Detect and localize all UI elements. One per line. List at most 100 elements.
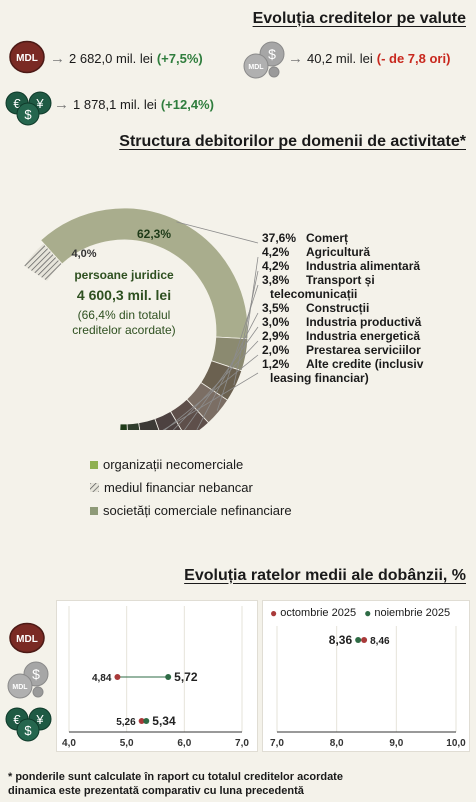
legend-swatch-solid [90, 460, 98, 469]
rates-chart-left: 4,0 5,0 6,0 7,0 4,84 5,72 5,26 5,34 [62, 606, 249, 749]
legend-item-organizatii: organizații necomerciale [90, 457, 243, 472]
euro-dollar-icon: € ¥ $ [5, 91, 52, 126]
structure-donut-chart: 62,3% 4,0% persoane juridice 4 600,3 mil… [22, 207, 424, 430]
inner-pct-main: 62,3% [137, 227, 171, 241]
tick-label: 7,0 [235, 738, 249, 749]
point-oct [114, 674, 121, 680]
leader-line [233, 270, 259, 386]
donut-label-text: Industria productivă [306, 315, 422, 329]
legend-swatch-solid [90, 506, 98, 515]
legend-label: organizații necomerciale [103, 457, 244, 472]
donut-label-text: Industria alimentară [306, 259, 420, 273]
donut-label-text: telecomunicații [270, 287, 357, 301]
legend-swatch-hatched [90, 483, 99, 492]
arrow-right-icon: → [54, 96, 69, 113]
svg-text:€: € [13, 712, 21, 727]
svg-text:¥: ¥ [35, 712, 44, 727]
svg-text:¥: ¥ [35, 96, 44, 111]
rates-panel-right [262, 600, 470, 752]
leader-line [196, 312, 259, 430]
arrow-right-icon: → [288, 50, 303, 67]
tick-label: 7,0 [270, 738, 284, 749]
point-nov [165, 674, 172, 680]
value-label-left: 4,84 [92, 673, 112, 684]
foreign-amount: 40,2 mil. lei [307, 51, 373, 66]
mdl-badge-text: MDL [16, 53, 38, 64]
point-nov [355, 637, 362, 643]
currency-section-title: Evoluția creditelor pe valute [252, 10, 466, 27]
leader-line [216, 284, 259, 411]
donut-label-pct: 4,2% [262, 259, 290, 273]
outer-ring-slice [119, 423, 128, 430]
donut-label-text: Prestarea serviciilor [306, 343, 421, 357]
leader-line [162, 372, 259, 430]
legend-item-societati: societăți comerciale nefinanciare [90, 503, 292, 518]
donut-label-text: leasing financiar) [270, 371, 369, 385]
mdl-change: (+7,5%) [156, 51, 203, 66]
legend-label: societăți comerciale nefinanciare [103, 503, 292, 518]
legend-nov-label: noiembrie 2025 [374, 607, 451, 619]
svg-text:$: $ [24, 107, 32, 122]
value-label-left: 5,26 [116, 717, 136, 728]
donut-label-text: Construcții [306, 301, 369, 315]
footnote-line2: dinamica este prezentată comparativ cu l… [8, 785, 304, 797]
foreign-change: (- de 7,8 ori) [376, 51, 451, 66]
foreign-credit-row: → 40,2 mil. lei (- de 7,8 ori) [286, 50, 450, 67]
legend-oct-label: octombrie 2025 [280, 607, 357, 619]
svg-text:$: $ [268, 46, 276, 62]
legend-dot-nov: ● [364, 606, 372, 620]
legend-label: mediul financiar nebancar [104, 480, 253, 495]
mdl-badge-icon: MDL [9, 40, 45, 74]
legend-dot-oct: ● [270, 606, 278, 620]
donut-label-text: Industria energetică [306, 329, 420, 343]
donut-label-pct: 3,0% [262, 315, 290, 329]
rates-section-title: Evoluția ratelor medii ale dobânzii, % [184, 567, 466, 584]
rates-legend: ● octombrie 2025 ● noiembrie 2025 [270, 606, 450, 620]
donut-label-pct: 2,0% [262, 343, 290, 357]
tick-label: 6,0 [177, 738, 191, 749]
mdl-badge-icon: MDL [9, 622, 45, 654]
center-amount: 4 600,3 mil. lei [77, 287, 171, 303]
value-label-left: 8,36 [329, 633, 353, 647]
svg-text:€: € [13, 96, 21, 111]
point-oct [138, 718, 145, 724]
legend-item-mediul-financiar: mediul financiar nebancar [90, 480, 253, 495]
leader-line [176, 221, 259, 244]
value-label-right: 8,46 [370, 636, 390, 647]
svg-text:MDL: MDL [248, 64, 264, 71]
donut-label-text: Alte credite (inclusiv [306, 357, 424, 371]
svg-text:MDL: MDL [16, 634, 38, 645]
footnote-line1: * ponderile sunt calculate în raport cu … [8, 771, 343, 783]
foreign-coins-icon: $ MDL [243, 41, 285, 79]
svg-text:$: $ [24, 723, 32, 738]
value-label-right: 5,34 [152, 714, 176, 728]
inner-pct-small: 4,0% [71, 248, 96, 260]
eurusd-change: (+12,4%) [160, 97, 214, 112]
tick-label: 5,0 [120, 738, 134, 749]
svg-text:$: $ [32, 666, 40, 682]
eurusd-amount: 1 878,1 mil. lei [73, 97, 157, 112]
donut-label-text: Comerț [306, 231, 348, 245]
rates-chart-right: 7,0 8,0 9,0 10,0 8,36 8,46 [270, 626, 466, 749]
tick-label: 9,0 [389, 738, 403, 749]
eurusd-credit-row: → 1 878,1 mil. lei (+12,4%) [52, 96, 214, 113]
center-share-line1: (66,4% din totalul [78, 308, 171, 322]
leader-line [164, 354, 259, 430]
leader-line [172, 340, 259, 430]
donut-label-text: Transport și [306, 273, 375, 287]
rates-panel-left [56, 600, 258, 752]
point-oct [361, 637, 368, 643]
donut-label-pct: 2,9% [262, 329, 290, 343]
euro-dollar-icon: € ¥ $ [5, 707, 52, 742]
arrow-right-icon: → [50, 50, 65, 67]
donut-label-text: Agricultură [306, 245, 370, 259]
foreign-coins-icon: $ MDL [7, 661, 49, 699]
tick-label: 8,0 [330, 738, 344, 749]
structure-section-title: Structura debitorilor pe domenii de acti… [119, 133, 466, 150]
svg-text:MDL: MDL [12, 684, 28, 691]
mdl-amount: 2 682,0 mil. lei [69, 51, 153, 66]
value-label-right: 5,72 [174, 670, 198, 684]
center-share-line2: creditelor acordate) [72, 323, 175, 337]
donut-label-pct: 4,2% [262, 245, 290, 259]
donut-label-pct: 37,6% [262, 231, 296, 245]
